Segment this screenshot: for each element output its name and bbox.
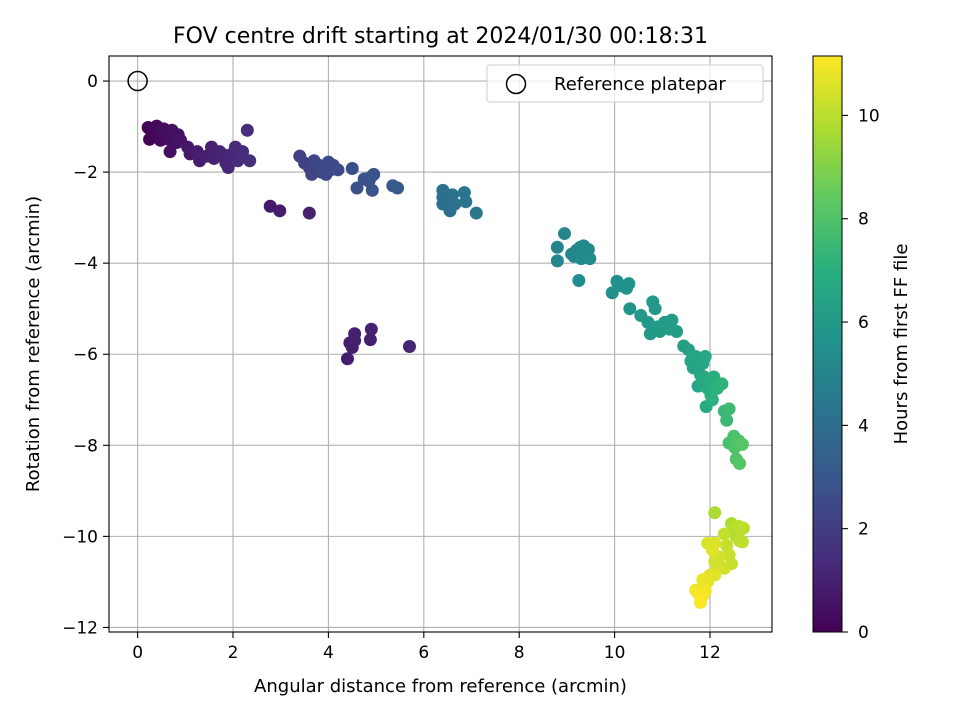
- data-point-135: [735, 437, 749, 451]
- legend-marker: [505, 73, 527, 95]
- x-tick-label-0: 0: [132, 643, 143, 663]
- colorbar: [812, 55, 843, 633]
- y-tick-label-4: −8: [73, 436, 98, 456]
- legend: Reference platepar: [486, 64, 764, 103]
- data-point-50: [350, 181, 364, 195]
- x-tick-label-1: 2: [228, 643, 239, 663]
- data-point-49: [345, 161, 359, 175]
- data-point-91: [605, 286, 619, 300]
- data-point-54: [365, 183, 379, 197]
- data-point-58: [340, 352, 354, 366]
- x-axis-ticks: 0 2 4 6 8 10 12: [132, 632, 721, 663]
- data-point-155: [705, 543, 719, 557]
- colorbar-tick-label-2: 4: [858, 416, 869, 436]
- y-tick-label-2: −4: [73, 254, 98, 274]
- data-point-11: [163, 145, 177, 159]
- data-point-125: [715, 377, 729, 391]
- colorbar-tick-label-4: 8: [858, 210, 869, 230]
- data-point-95: [622, 277, 636, 291]
- data-point-64: [363, 333, 377, 347]
- grid: [109, 56, 772, 632]
- data-point-143: [736, 521, 750, 535]
- data-point-89: [583, 252, 597, 266]
- x-tick-label-5: 10: [604, 643, 626, 663]
- chart-title: FOV centre drift starting at 2024/01/30 …: [173, 24, 708, 49]
- data-point-127: [720, 413, 734, 427]
- y-tick-label-0: 0: [87, 72, 98, 92]
- legend-box: [486, 64, 764, 103]
- plot-frame: [108, 55, 773, 633]
- x-tick-label-3: 6: [418, 643, 429, 663]
- data-point-32: [240, 123, 254, 137]
- x-tick-label-6: 12: [699, 643, 721, 663]
- data-point-128: [722, 402, 736, 416]
- data-point-134: [733, 457, 747, 471]
- data-point-75: [459, 195, 473, 209]
- data-point-62: [348, 334, 362, 348]
- data-point-48: [331, 163, 345, 177]
- y-tick-label-1: −2: [73, 163, 98, 183]
- y-axis-ticks: 0 −2 −4 −6 −8 −10 −12: [62, 72, 109, 638]
- y-axis-label: Rotation from reference (arcmin): [23, 196, 44, 492]
- data-point-63: [364, 322, 378, 336]
- data-point-33: [243, 154, 257, 168]
- data-point-55: [367, 167, 381, 181]
- data-point-144: [735, 535, 749, 549]
- colorbar-ticks: 0 2 4 6 8 10: [842, 106, 880, 643]
- x-tick-label-4: 8: [514, 643, 525, 663]
- data-point-76: [469, 206, 483, 220]
- data-point-107: [670, 324, 684, 338]
- data-point-31: [236, 145, 250, 159]
- data-point-2: [143, 132, 157, 146]
- data-point-123: [705, 393, 719, 407]
- data-point-79: [558, 227, 572, 241]
- colorbar-tick-label-0: 0: [858, 623, 869, 643]
- colorbar-tick-label-3: 6: [858, 313, 869, 333]
- data-point-36: [302, 206, 316, 220]
- y-tick-label-5: −10: [62, 527, 98, 547]
- data-point-96: [623, 302, 637, 316]
- legend-label: Reference platepar: [554, 74, 726, 95]
- data-point-165: [693, 595, 707, 609]
- colorbar-tick-label-5: 10: [858, 106, 880, 126]
- data-point-78: [550, 254, 564, 268]
- scatter-points: [141, 119, 750, 609]
- y-tick-label-6: −12: [62, 618, 98, 638]
- x-tick-label-2: 4: [323, 643, 334, 663]
- data-point-136: [708, 506, 722, 520]
- data-point-116: [698, 350, 712, 364]
- y-tick-label-3: −6: [73, 345, 98, 365]
- data-point-73: [448, 197, 462, 211]
- data-point-77: [550, 240, 564, 254]
- reference-marker: [127, 70, 148, 92]
- data-point-101: [648, 302, 662, 316]
- data-point-90: [572, 273, 586, 287]
- colorbar-label: Hours from first FF file: [891, 244, 912, 445]
- x-axis-label: Angular distance from reference (arcmin): [254, 676, 627, 697]
- data-point-57: [391, 181, 405, 195]
- data-point-145: [717, 527, 731, 541]
- data-point-35: [273, 204, 287, 218]
- data-point-106: [665, 313, 679, 327]
- data-point-27: [221, 161, 235, 175]
- data-point-65: [402, 340, 416, 354]
- colorbar-tick-label-1: 2: [858, 520, 869, 540]
